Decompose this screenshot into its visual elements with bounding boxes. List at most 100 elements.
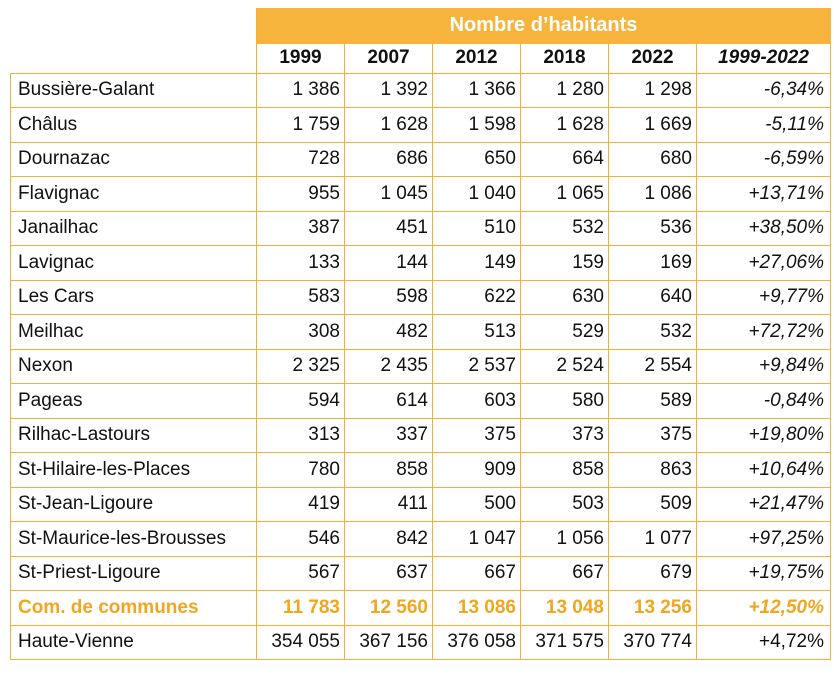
population-cell: 640 bbox=[608, 279, 697, 315]
population-cell: 728 bbox=[256, 141, 345, 177]
table-row: Pageas 594 614 603 580 589 -0,84% bbox=[10, 383, 831, 419]
commune-name: Flavignac bbox=[10, 176, 257, 212]
population-cell: 583 bbox=[256, 279, 345, 315]
population-cell: 387 bbox=[256, 210, 345, 246]
population-cell: 1 669 bbox=[608, 107, 697, 143]
commune-name: St-Maurice-les-Brousses bbox=[10, 521, 257, 557]
population-cell: 630 bbox=[520, 279, 609, 315]
population-cell: 536 bbox=[608, 210, 697, 246]
table-title: Nombre d’habitants bbox=[256, 8, 831, 44]
table-row: Nexon 2 325 2 435 2 537 2 524 2 554 +9,84% bbox=[10, 348, 831, 384]
table-row: Lavignac 133 144 149 159 169 +27,06% bbox=[10, 245, 831, 281]
change-cell: -0,84% bbox=[696, 383, 831, 419]
population-cell: 1 298 bbox=[608, 72, 697, 108]
year-header: 2007 bbox=[344, 42, 433, 74]
population-cell: 532 bbox=[520, 210, 609, 246]
population-cell: 780 bbox=[256, 452, 345, 488]
commune-name: Nexon bbox=[10, 348, 257, 384]
change-cell: +97,25% bbox=[696, 521, 831, 557]
population-cell: 149 bbox=[432, 245, 521, 281]
year-header: 2012 bbox=[432, 42, 521, 74]
table-body: Bussière-Galant 1 386 1 392 1 366 1 280 1 298… bbox=[10, 72, 831, 660]
population-cell: 594 bbox=[256, 383, 345, 419]
year-header-row: 1999 2007 2012 2018 2022 1999-2022 bbox=[10, 42, 831, 74]
population-cell: 13 086 bbox=[432, 590, 521, 626]
change-cell: -5,11% bbox=[696, 107, 831, 143]
change-cell: -6,34% bbox=[696, 72, 831, 108]
population-cell: 509 bbox=[608, 486, 697, 522]
commune-name: Lavignac bbox=[10, 245, 257, 281]
population-cell: 144 bbox=[344, 245, 433, 281]
population-table: Nombre d’habitants 1999 2007 2012 2018 2… bbox=[10, 8, 831, 660]
year-header: 2018 bbox=[520, 42, 609, 74]
commune-name: Com. de communes bbox=[10, 590, 257, 626]
population-cell: 1 065 bbox=[520, 176, 609, 212]
population-cell: 1 598 bbox=[432, 107, 521, 143]
commune-name: Pageas bbox=[10, 383, 257, 419]
population-cell: 603 bbox=[432, 383, 521, 419]
population-cell: 513 bbox=[432, 314, 521, 350]
population-cell: 858 bbox=[344, 452, 433, 488]
population-cell: 12 560 bbox=[344, 590, 433, 626]
population-cell: 308 bbox=[256, 314, 345, 350]
population-cell: 2 325 bbox=[256, 348, 345, 384]
population-cell: 2 435 bbox=[344, 348, 433, 384]
population-cell: 367 156 bbox=[344, 624, 433, 660]
title-row: Nombre d’habitants bbox=[10, 8, 831, 44]
population-cell: 370 774 bbox=[608, 624, 697, 660]
table-row: Rilhac-Lastours 313 337 375 373 375 +19,80% bbox=[10, 417, 831, 453]
commune-name: St-Hilaire-les-Places bbox=[10, 452, 257, 488]
population-cell: 503 bbox=[520, 486, 609, 522]
population-cell: 169 bbox=[608, 245, 697, 281]
population-cell: 482 bbox=[344, 314, 433, 350]
population-cell: 546 bbox=[256, 521, 345, 557]
population-cell: 373 bbox=[520, 417, 609, 453]
population-cell: 375 bbox=[608, 417, 697, 453]
population-cell: 13 048 bbox=[520, 590, 609, 626]
table-row: St-Hilaire-les-Places 780 858 909 858 863 +10,… bbox=[10, 452, 831, 488]
change-cell: +9,84% bbox=[696, 348, 831, 384]
change-cell: +19,80% bbox=[696, 417, 831, 453]
table-row: Dournazac 728 686 650 664 680 -6,59% bbox=[10, 141, 831, 177]
change-cell: +21,47% bbox=[696, 486, 831, 522]
population-cell: 500 bbox=[432, 486, 521, 522]
population-cell: 842 bbox=[344, 521, 433, 557]
population-cell: 1 045 bbox=[344, 176, 433, 212]
change-cell: +12,50% bbox=[696, 590, 831, 626]
table-row: Châlus 1 759 1 628 1 598 1 628 1 669 -5,11% bbox=[10, 107, 831, 143]
commune-name: Meilhac bbox=[10, 314, 257, 350]
change-cell: +4,72% bbox=[696, 624, 831, 660]
change-cell: +13,71% bbox=[696, 176, 831, 212]
table-row: St-Jean-Ligoure 419 411 500 503 509 +21,47% bbox=[10, 486, 831, 522]
table-row: Meilhac 308 482 513 529 532 +72,72% bbox=[10, 314, 831, 350]
population-cell: 679 bbox=[608, 555, 697, 591]
population-table-container: Nombre d’habitants 1999 2007 2012 2018 2… bbox=[10, 8, 831, 660]
population-cell: 567 bbox=[256, 555, 345, 591]
population-cell: 2 554 bbox=[608, 348, 697, 384]
blank-corner-lower bbox=[10, 43, 257, 73]
population-cell: 1 086 bbox=[608, 176, 697, 212]
population-cell: 1 759 bbox=[256, 107, 345, 143]
commune-name: Châlus bbox=[10, 107, 257, 143]
table-row: Les Cars 583 598 622 630 640 +9,77% bbox=[10, 279, 831, 315]
change-cell: +19,75% bbox=[696, 555, 831, 591]
population-cell: 580 bbox=[520, 383, 609, 419]
population-cell: 2 537 bbox=[432, 348, 521, 384]
commune-name: St-Jean-Ligoure bbox=[10, 486, 257, 522]
population-cell: 614 bbox=[344, 383, 433, 419]
population-cell: 2 524 bbox=[520, 348, 609, 384]
population-cell: 955 bbox=[256, 176, 345, 212]
table-row: Flavignac 955 1 045 1 040 1 065 1 086 +13,71% bbox=[10, 176, 831, 212]
commune-name: Dournazac bbox=[10, 141, 257, 177]
population-cell: 1 040 bbox=[432, 176, 521, 212]
population-cell: 598 bbox=[344, 279, 433, 315]
total-row: Com. de communes 11 783 12 560 13 086 13 048… bbox=[10, 590, 831, 626]
population-cell: 451 bbox=[344, 210, 433, 246]
population-cell: 1 392 bbox=[344, 72, 433, 108]
population-cell: 375 bbox=[432, 417, 521, 453]
change-cell: +27,06% bbox=[696, 245, 831, 281]
table-row: St-Priest-Ligoure 567 637 667 667 679 +19,75% bbox=[10, 555, 831, 591]
change-cell: -6,59% bbox=[696, 141, 831, 177]
table-row: St-Maurice-les-Brousses 546 842 1 047 1 056 1… bbox=[10, 521, 831, 557]
population-cell: 650 bbox=[432, 141, 521, 177]
